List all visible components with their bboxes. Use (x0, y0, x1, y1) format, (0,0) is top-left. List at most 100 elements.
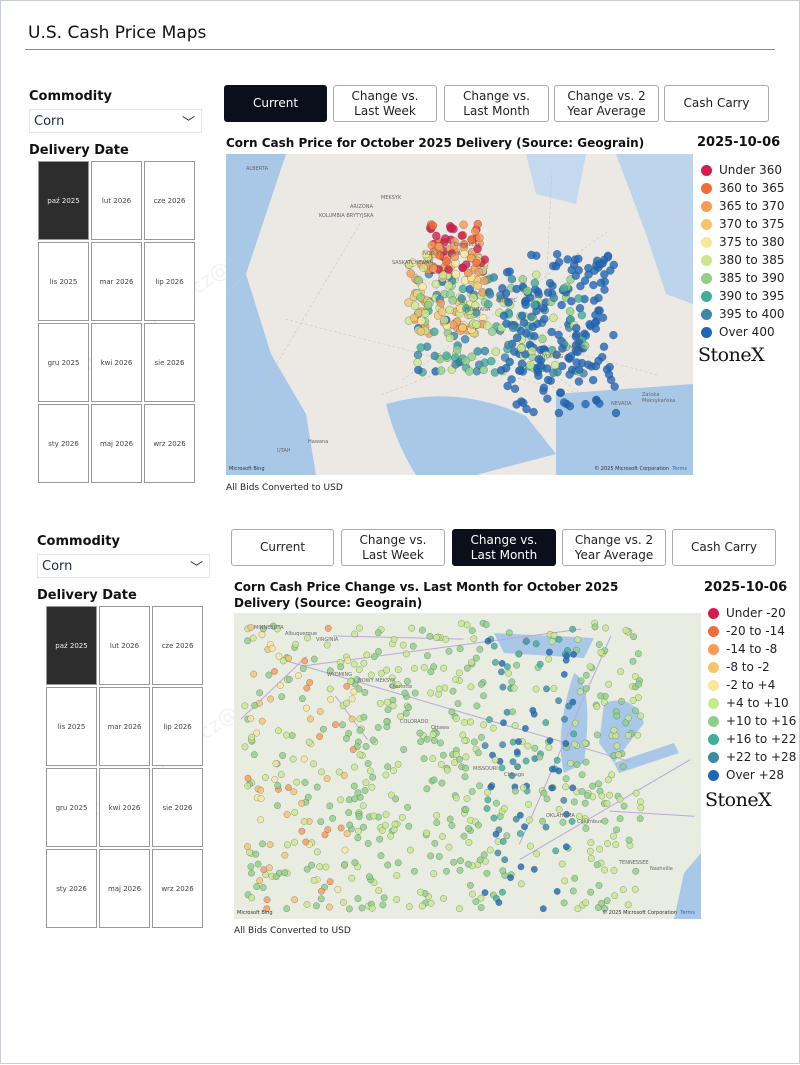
price-marker (348, 715, 356, 723)
date-option[interactable]: cze 2026 (144, 161, 195, 240)
price-marker (303, 901, 311, 908)
price-marker (503, 832, 511, 840)
price-marker (602, 624, 609, 632)
price-marker (319, 725, 327, 733)
date-option[interactable]: maj 2026 (99, 849, 150, 928)
legend-swatch (701, 326, 712, 338)
map[interactable]: MINNESOTA WYOMING COLORADO MISSOURI OKLAHOMA… (234, 613, 701, 919)
legend-label: +10 to +16 (726, 714, 797, 728)
tab-label: Current (252, 96, 299, 110)
tab-change-vs-2-year-average[interactable]: Change vs. 2 Year Average (554, 85, 659, 122)
price-marker (470, 635, 478, 643)
tab-current[interactable]: Current (224, 85, 327, 122)
price-marker (463, 621, 471, 629)
price-marker (522, 404, 531, 414)
price-marker (387, 832, 395, 840)
date-option[interactable]: wrz 2026 (152, 849, 203, 928)
tab-current[interactable]: Current (231, 529, 334, 566)
tab-change-vs-2-year-average[interactable]: Change vs. 2 Year Average (562, 529, 666, 566)
price-marker (634, 650, 642, 658)
price-marker (376, 835, 384, 843)
date-option[interactable]: lis 2025 (38, 242, 89, 321)
date-option[interactable]: cze 2026 (152, 606, 203, 685)
price-marker (472, 320, 481, 329)
date-option[interactable]: paź 2025 (38, 161, 89, 240)
date-option[interactable]: gru 2025 (46, 768, 97, 847)
price-marker (527, 250, 536, 260)
price-marker (244, 843, 251, 851)
tab-change-vs-last-month[interactable]: Change vs. Last Month (444, 85, 549, 122)
price-marker (539, 817, 546, 825)
price-marker (525, 800, 532, 808)
commodity-dropdown[interactable]: Corn ﹀ (29, 109, 202, 133)
date-option[interactable]: lut 2026 (99, 606, 150, 685)
price-marker (442, 351, 451, 360)
price-marker (548, 638, 556, 645)
date-option[interactable]: mar 2026 (99, 687, 150, 766)
terms-link[interactable]: Terms (672, 466, 687, 472)
tab-cash-carry[interactable]: Cash Carry (664, 85, 769, 122)
date-option[interactable]: kwi 2026 (91, 323, 142, 402)
price-marker (285, 654, 293, 662)
price-marker (529, 706, 537, 714)
price-marker (637, 804, 645, 812)
price-marker (444, 281, 453, 290)
date-option[interactable]: sie 2026 (144, 323, 195, 402)
map-place-label: QUEBEC (496, 298, 517, 304)
price-marker (278, 693, 286, 701)
tab-change-vs-last-month[interactable]: Change vs. Last Month (452, 529, 556, 566)
price-marker (405, 704, 412, 712)
tab-change-vs-last-week[interactable]: Change vs. Last Week (341, 529, 445, 566)
terms-link[interactable]: Terms (680, 910, 695, 916)
price-marker (393, 872, 401, 879)
date-option[interactable]: sty 2026 (46, 849, 97, 928)
legend-label: 365 to 370 (719, 199, 785, 213)
price-marker (445, 647, 453, 655)
price-marker (256, 689, 264, 697)
price-marker (436, 298, 446, 308)
legend-swatch (701, 290, 712, 302)
date-option[interactable]: paź 2025 (46, 606, 97, 685)
date-option[interactable]: lis 2025 (46, 687, 97, 766)
price-marker (464, 860, 472, 868)
price-marker (247, 715, 255, 723)
price-marker (428, 221, 438, 230)
price-marker (507, 874, 514, 882)
price-marker (263, 896, 271, 904)
price-marker (601, 817, 609, 825)
tab-label: Change vs. 2 Year Average (574, 532, 654, 562)
date-option[interactable]: lut 2026 (91, 161, 142, 240)
price-marker (326, 878, 334, 886)
commodity-dropdown[interactable]: Corn ﹀ (37, 554, 210, 578)
legend-item: +16 to +22 (708, 730, 796, 748)
date-option[interactable]: gru 2025 (38, 323, 89, 402)
date-option[interactable]: kwi 2026 (99, 768, 150, 847)
date-option[interactable]: wrz 2026 (144, 404, 195, 483)
price-marker (411, 664, 418, 672)
price-marker (452, 794, 460, 802)
price-marker (380, 894, 388, 902)
price-marker (595, 259, 605, 269)
date-option[interactable]: sie 2026 (152, 768, 203, 847)
price-marker (557, 300, 566, 310)
price-marker (602, 365, 612, 374)
atlantic-ocean (556, 384, 693, 475)
map[interactable]: ALBERTA KOLUMBIA BRYTYJSKA SASKATCHEWAN MON… (226, 154, 693, 475)
price-marker (437, 760, 445, 768)
date-option[interactable]: maj 2026 (91, 404, 142, 483)
price-marker (459, 239, 469, 249)
tab-change-vs-last-week[interactable]: Change vs. Last Week (333, 85, 437, 122)
tab-cash-carry[interactable]: Cash Carry (672, 529, 776, 566)
delivery-date-label: Delivery Date (37, 588, 137, 603)
price-marker (481, 889, 489, 897)
commodity-value: Corn (34, 114, 65, 129)
date-option[interactable]: sty 2026 (38, 404, 89, 483)
price-marker (570, 798, 578, 806)
price-marker (618, 697, 625, 705)
date-option[interactable]: lip 2026 (144, 242, 195, 321)
price-marker (505, 629, 513, 637)
price-marker (504, 298, 513, 307)
price-marker (360, 823, 367, 831)
date-option[interactable]: lip 2026 (152, 687, 203, 766)
date-option[interactable]: mar 2026 (91, 242, 142, 321)
